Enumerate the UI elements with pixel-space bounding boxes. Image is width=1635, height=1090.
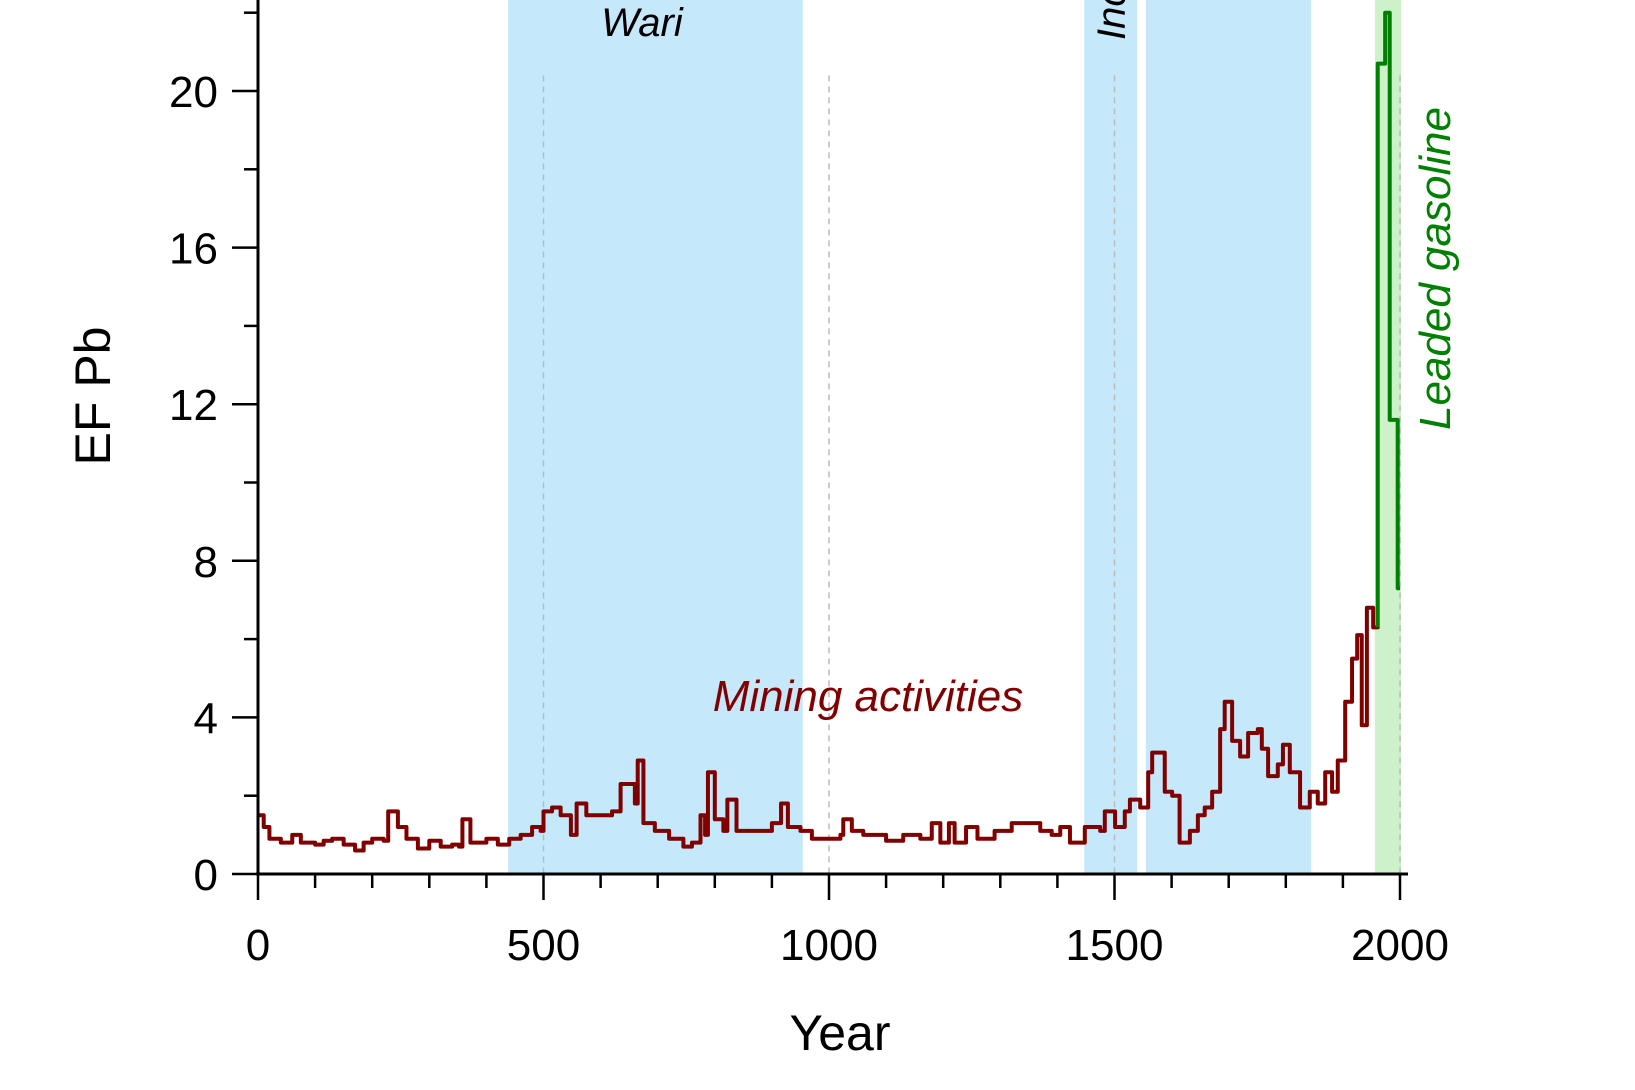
annotations: Wari Inca Mining activities Leaded gasol… — [65, 0, 1460, 1061]
band-Wari — [508, 0, 803, 874]
x-tick-label: 500 — [507, 921, 580, 970]
x-tick-label: 0 — [246, 921, 270, 970]
y-axis-title: EF Pb — [65, 327, 121, 466]
period-bands — [508, 0, 1402, 874]
y-tick-label: 4 — [194, 694, 218, 743]
y-tick-label: 8 — [194, 538, 218, 587]
x-axis-title: Year — [789, 1005, 890, 1061]
band-Inca — [1084, 0, 1138, 874]
leaded-gasoline-label: Leaded gasoline — [1411, 107, 1460, 430]
y-tick-label: 12 — [169, 381, 218, 430]
series-line-gasoline — [1375, 10, 1400, 628]
y-tick-label: 20 — [169, 68, 218, 117]
band-colonial — [1145, 0, 1311, 874]
band-label-inca: Inca — [1090, 0, 1134, 40]
mining-activities-label: Mining activities — [713, 672, 1024, 721]
x-tick-label: 1500 — [1066, 921, 1164, 970]
x-tick-label: 1000 — [780, 921, 878, 970]
series-line-mining — [258, 605, 1380, 853]
band-label-wari: Wari — [601, 1, 684, 45]
y-tick-label: 16 — [169, 225, 218, 274]
y-tick-label: 0 — [194, 851, 218, 900]
data-series — [258, 10, 1400, 853]
reference-lines — [542, 75, 1401, 874]
axes: 0 4 8 12 16 20 0 500 1000 1500 2000 — [169, 0, 1449, 970]
x-tick-label: 2000 — [1351, 921, 1449, 970]
